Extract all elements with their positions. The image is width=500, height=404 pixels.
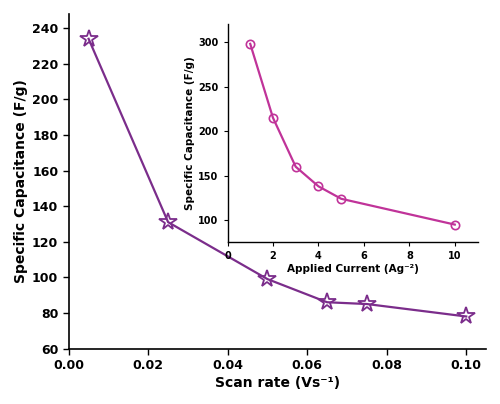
Y-axis label: Specific Capacitance (F/g): Specific Capacitance (F/g) <box>14 79 28 283</box>
Y-axis label: Specific Capacitance (F/g): Specific Capacitance (F/g) <box>186 57 196 210</box>
X-axis label: Applied Current (Ag⁻²): Applied Current (Ag⁻²) <box>286 264 418 274</box>
X-axis label: Scan rate (Vs⁻¹): Scan rate (Vs⁻¹) <box>215 376 340 390</box>
